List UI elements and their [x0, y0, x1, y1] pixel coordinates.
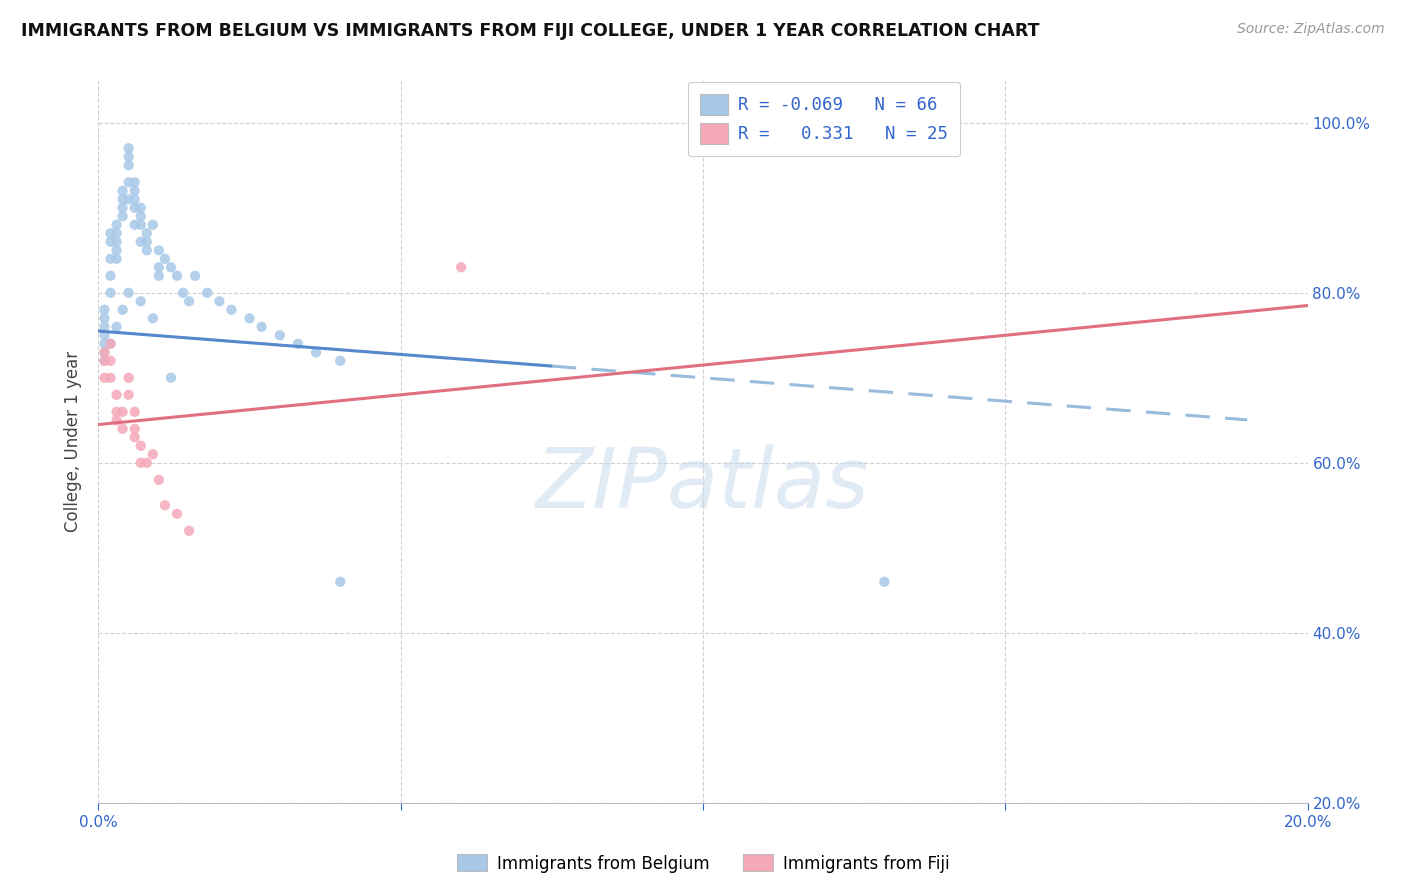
Point [111, 201, 134, 215]
Point [129, 235, 152, 249]
Point [100, 268, 122, 283]
Point [118, 141, 141, 155]
Point [118, 158, 141, 172]
Point [111, 192, 134, 206]
Point [105, 244, 128, 258]
Point [184, 268, 207, 283]
Legend: R = -0.069   N = 66, R =   0.331   N = 25: R = -0.069 N = 66, R = 0.331 N = 25 [688, 82, 960, 156]
Point [873, 574, 896, 589]
Point [153, 498, 176, 512]
Point [179, 294, 201, 309]
Point [100, 285, 122, 300]
Point [93, 345, 115, 359]
Point [100, 235, 122, 249]
Point [135, 227, 157, 241]
Point [105, 227, 128, 241]
Point [208, 294, 231, 309]
Text: IMMIGRANTS FROM BELGIUM VS IMMIGRANTS FROM FIJI COLLEGE, UNDER 1 YEAR CORRELATIO: IMMIGRANTS FROM BELGIUM VS IMMIGRANTS FR… [21, 22, 1039, 40]
Point [305, 345, 328, 359]
Point [100, 371, 122, 385]
Point [118, 285, 141, 300]
Point [111, 184, 134, 198]
Y-axis label: College, Under 1 year: College, Under 1 year [65, 351, 83, 533]
Point [172, 285, 194, 300]
Text: Source: ZipAtlas.com: Source: ZipAtlas.com [1237, 22, 1385, 37]
Point [118, 371, 141, 385]
Point [142, 311, 165, 326]
Point [100, 336, 122, 351]
Point [287, 336, 309, 351]
Point [148, 268, 170, 283]
Point [100, 336, 122, 351]
Point [93, 353, 115, 368]
Point [221, 302, 243, 317]
Point [100, 353, 122, 368]
Point [148, 244, 170, 258]
Legend: Immigrants from Belgium, Immigrants from Fiji: Immigrants from Belgium, Immigrants from… [450, 847, 956, 880]
Point [111, 405, 134, 419]
Point [329, 353, 352, 368]
Point [148, 473, 170, 487]
Text: ZIPatlas: ZIPatlas [536, 444, 870, 525]
Point [93, 336, 115, 351]
Point [135, 456, 157, 470]
Point [118, 192, 141, 206]
Point [111, 209, 134, 223]
Point [160, 260, 183, 275]
Point [124, 430, 146, 444]
Point [129, 218, 152, 232]
Point [111, 422, 134, 436]
Point [100, 252, 122, 266]
Point [124, 175, 146, 189]
Point [450, 260, 472, 275]
Point [105, 413, 128, 427]
Point [124, 218, 146, 232]
Point [118, 388, 141, 402]
Point [93, 328, 115, 343]
Point [105, 405, 128, 419]
Point [160, 371, 183, 385]
Point [329, 574, 352, 589]
Point [153, 252, 176, 266]
Point [129, 201, 152, 215]
Point [93, 371, 115, 385]
Point [124, 405, 146, 419]
Point [105, 218, 128, 232]
Point [118, 150, 141, 164]
Point [148, 260, 170, 275]
Point [129, 439, 152, 453]
Point [118, 175, 141, 189]
Point [129, 209, 152, 223]
Point [179, 524, 201, 538]
Point [166, 268, 188, 283]
Point [195, 285, 218, 300]
Point [239, 311, 262, 326]
Point [124, 192, 146, 206]
Point [269, 328, 291, 343]
Point [166, 507, 188, 521]
Point [93, 319, 115, 334]
Point [93, 302, 115, 317]
Point [142, 218, 165, 232]
Point [129, 294, 152, 309]
Point [111, 302, 134, 317]
Point [105, 235, 128, 249]
Point [135, 244, 157, 258]
Point [124, 201, 146, 215]
Point [93, 311, 115, 326]
Point [105, 388, 128, 402]
Point [105, 252, 128, 266]
Point [124, 184, 146, 198]
Point [100, 227, 122, 241]
Point [93, 353, 115, 368]
Point [250, 319, 273, 334]
Point [129, 456, 152, 470]
Point [124, 422, 146, 436]
Point [142, 447, 165, 461]
Point [135, 235, 157, 249]
Point [93, 345, 115, 359]
Point [105, 319, 128, 334]
